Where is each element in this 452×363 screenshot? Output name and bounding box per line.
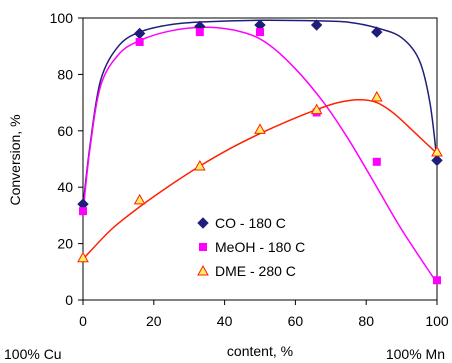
dme-280-c-point [133,193,146,205]
meoh-180-c-point [135,37,144,46]
x-tick-label: 20 [146,313,162,329]
dme-280-c-point [193,160,206,171]
legend-label: CO - 180 C [215,215,286,231]
dme-280-c-point [370,90,383,102]
co-180-c-point [431,154,443,167]
y-tick-label: 40 [57,179,73,195]
meoh-180-c-point [256,28,264,37]
meoh-180-c-legend-marker [199,243,207,251]
meoh-180-c-point [195,28,204,37]
dme-280-c-point [77,251,89,263]
dme-280-c-point [431,145,443,157]
co-180-c-point [371,26,383,38]
y-tick-label: 60 [57,123,73,139]
meoh-180-c-point [372,157,381,166]
dme-280-c-point [310,103,323,115]
x-tick-label: 80 [358,313,374,329]
legend-label: MeOH - 180 C [215,239,305,255]
x-tick-label: 60 [288,313,304,329]
meoh-180-c-point [79,207,87,216]
x-tick-label: 40 [217,313,233,329]
meoh-180-c-fit-curve [82,26,438,284]
left-end-label: 100% Cu [4,346,62,362]
y-tick-label: 80 [57,66,73,82]
y-tick-label: 20 [57,236,73,252]
right-end-label: 100% Mn [386,346,445,362]
co-180-c-point [310,19,323,31]
meoh-180-c-point [433,276,441,285]
legend-label: DME - 280 C [215,263,296,279]
x-axis-title: content, % [227,343,293,359]
dme-280-c-fit-curve [82,99,438,260]
data-markers [77,19,443,285]
dme-280-c-point [254,123,266,134]
co-180-c-legend-marker [197,217,209,229]
y-tick-label: 100 [50,10,74,26]
y-axis-title: Conversion, % [7,114,23,205]
axis-ticks: 0 20 40 60 80 100 0 20 40 60 80 100 [50,10,449,329]
plot-area [82,17,438,301]
x-tick-label: 0 [79,313,87,329]
y-tick-label: 0 [65,292,73,308]
legend: CO - 180 C MeOH - 180 C DME - 280 C [197,215,305,279]
dme-280-c-legend-marker [197,264,209,276]
co-180-c-fit-curve [82,19,438,207]
x-tick-label: 100 [425,313,449,329]
plot-border [82,17,438,301]
